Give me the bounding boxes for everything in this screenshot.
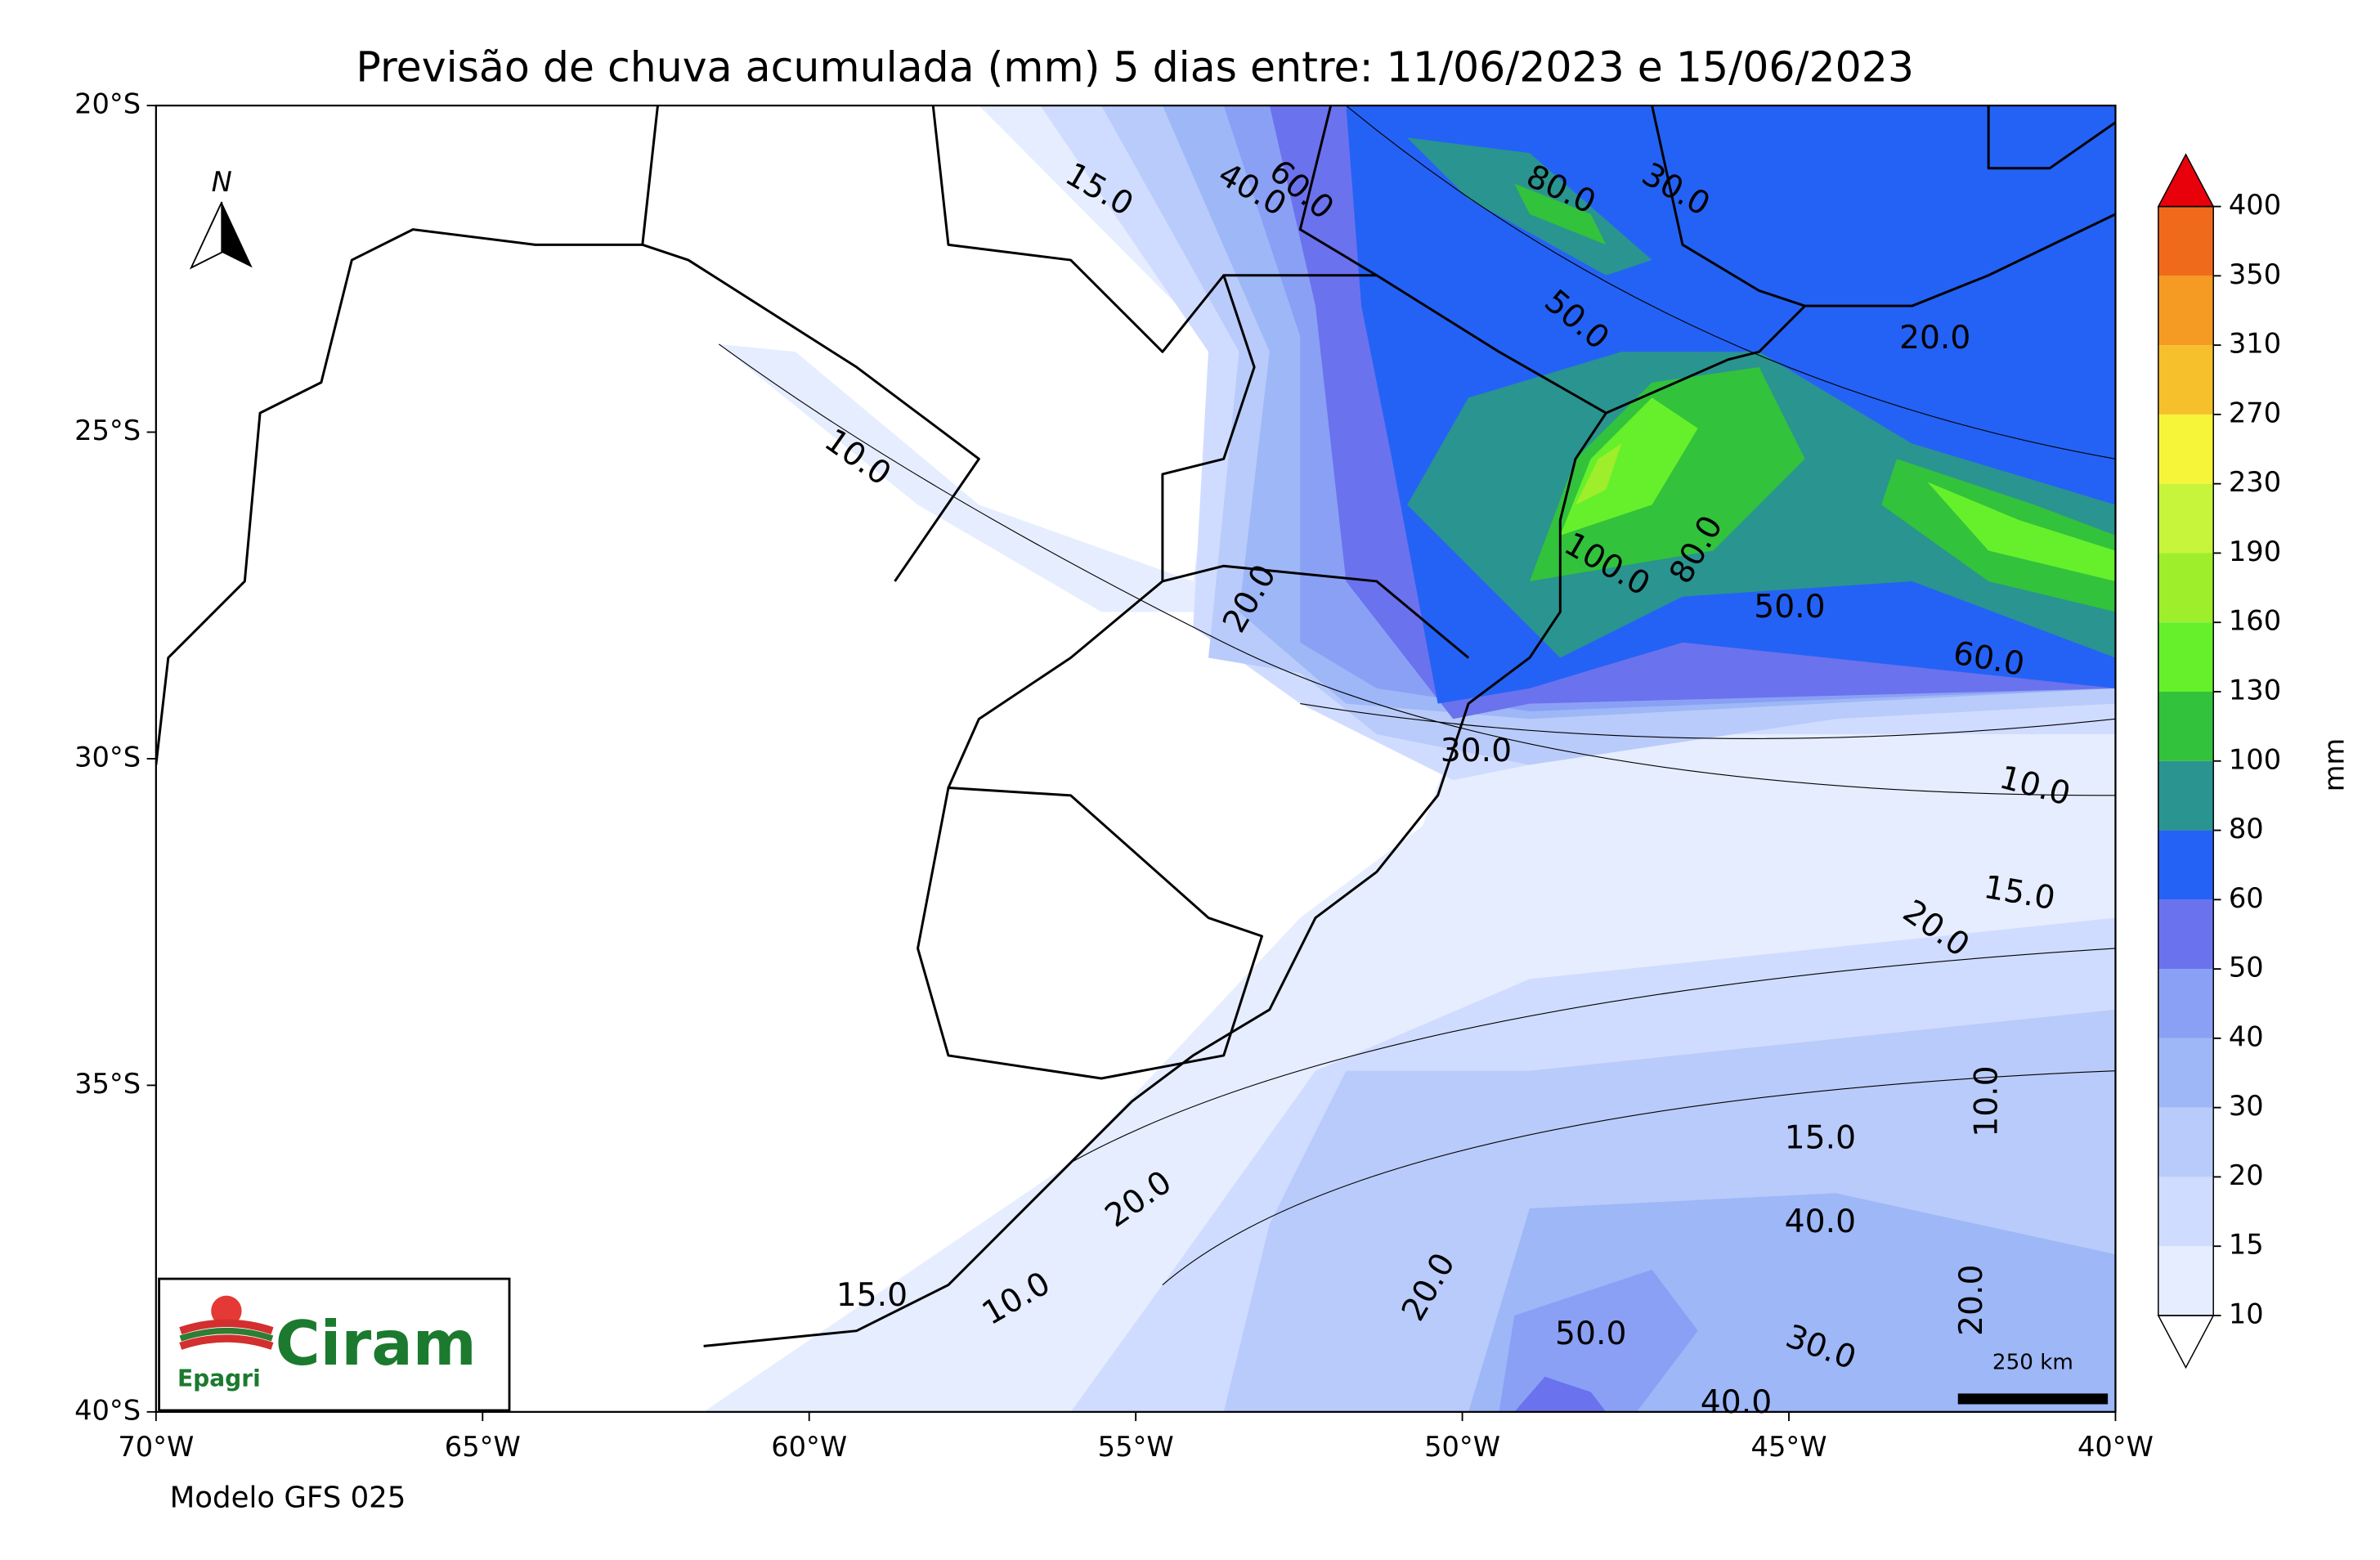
contour-label: 20.0 [1899,320,1970,356]
colorbar-tick-label: 400 [2229,189,2281,221]
colorbar-band [2158,760,2214,831]
colorbar-tick-label: 310 [2229,328,2281,360]
x-tick-label: 45°W [1751,1431,1827,1463]
colorbar-over [2157,153,2215,208]
contour-label: 15.0 [1785,1119,1856,1156]
colorbar-tick-label: 350 [2229,258,2281,290]
contour-label: 40.0 [1785,1204,1856,1240]
colorbar-band [2158,830,2214,900]
north-arrow: N [189,166,253,270]
colorbar-band [2158,483,2214,554]
contour-label: 50.0 [1754,589,1825,625]
colorbar-tick-label: 60 [2229,882,2264,914]
colorbar-band [2158,414,2214,484]
colorbar-band [2158,899,2214,970]
logo: Ciram Epagri [158,1277,511,1412]
x-tick-label: 40°W [2077,1431,2154,1463]
y-tick-label: 40°S [74,1394,141,1426]
colorbar-tick-label: 160 [2229,605,2281,637]
contour-label: 40.0 [1701,1384,1772,1421]
colorbar-tick-label: 100 [2229,743,2281,775]
logo-org: Epagri [177,1365,261,1392]
colorbar-tick-label: 10 [2229,1298,2264,1329]
colorbar-tick-label: 130 [2229,674,2281,706]
colorbar-band [2158,622,2214,692]
colorbar-tick-label: 80 [2229,813,2264,845]
colorbar-tick-label: 20 [2229,1159,2264,1191]
colorbar-tick-label: 40 [2229,1020,2264,1052]
title: Previsão de chuva acumulada (mm) 5 dias … [356,43,1914,92]
colorbar-band [2158,969,2214,1038]
colorbar-band [2158,691,2214,761]
colorbar-tick-label: 50 [2229,952,2264,984]
colorbar-under [2157,1315,2215,1369]
borders [155,105,2116,1347]
colorbar-band [2158,1246,2214,1316]
precip-field [703,105,2116,1412]
x-tick-label: 50°W [1424,1431,1500,1463]
contour-label: 10.0 [1969,1065,2006,1136]
colorbar-band [2158,1038,2214,1108]
colorbar-tick-label: 230 [2229,466,2281,498]
scale-bar [1957,1393,2109,1405]
contour-label: 20.0 [1953,1265,1990,1336]
logo-name: Ciram [276,1308,477,1379]
x-tick-label: 60°W [771,1431,847,1463]
north-label: N [212,166,232,198]
colorbar-tick-label: 190 [2229,536,2281,567]
x-tick-label: 55°W [1098,1431,1174,1463]
colorbar-tick-label: 15 [2229,1229,2264,1261]
y-tick-label: 30°S [74,741,141,773]
colorbar-label: mm [2318,738,2350,792]
colorbar-band [2158,1107,2214,1177]
colorbar-tick-label: 270 [2229,397,2281,428]
x-tick-label: 70°W [118,1431,194,1463]
colorbar-band [2158,276,2214,346]
colorbar-band [2158,206,2214,276]
x-tick-label: 65°W [445,1431,521,1463]
scale-label: 250 km [1992,1350,2073,1374]
model-label: Modelo GFS 025 [170,1481,406,1514]
colorbar-band [2158,345,2214,415]
colorbar-band [2158,553,2214,623]
contour-label: 15.0 [836,1277,908,1314]
y-tick-label: 20°S [74,88,141,120]
colorbar-band [2158,1177,2214,1247]
colorbar-tick-label: 30 [2229,1090,2264,1122]
y-tick-label: 35°S [74,1068,141,1100]
contour-label: 50.0 [1555,1316,1626,1352]
contour-label: 30.0 [1441,733,1512,769]
y-tick-label: 25°S [74,415,141,446]
